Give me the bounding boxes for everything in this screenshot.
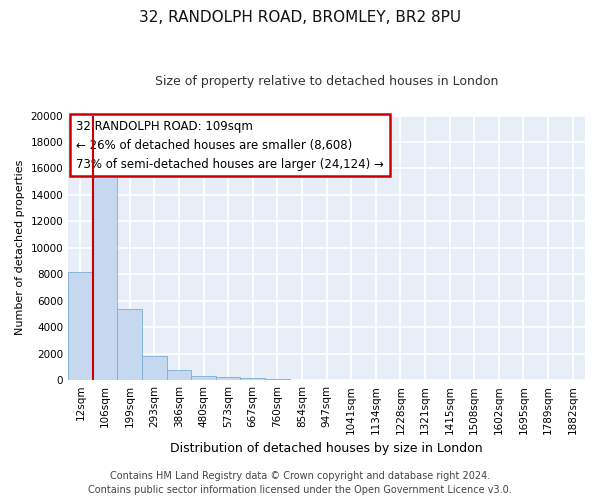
Title: Size of property relative to detached houses in London: Size of property relative to detached ho…	[155, 75, 498, 88]
Bar	[93, 160, 118, 380]
Bar	[191, 376, 216, 380]
Text: Contains HM Land Registry data © Crown copyright and database right 2024.
Contai: Contains HM Land Registry data © Crown c…	[88, 471, 512, 495]
Bar	[167, 370, 191, 380]
Bar	[118, 310, 142, 380]
Bar	[241, 378, 265, 380]
Bar	[142, 356, 167, 380]
X-axis label: Distribution of detached houses by size in London: Distribution of detached houses by size …	[170, 442, 483, 455]
Text: 32 RANDOLPH ROAD: 109sqm
← 26% of detached houses are smaller (8,608)
73% of sem: 32 RANDOLPH ROAD: 109sqm ← 26% of detach…	[76, 120, 384, 170]
Bar	[216, 378, 241, 380]
Text: 32, RANDOLPH ROAD, BROMLEY, BR2 8PU: 32, RANDOLPH ROAD, BROMLEY, BR2 8PU	[139, 10, 461, 25]
Bar	[68, 272, 93, 380]
Bar	[265, 378, 290, 380]
Y-axis label: Number of detached properties: Number of detached properties	[15, 160, 25, 336]
